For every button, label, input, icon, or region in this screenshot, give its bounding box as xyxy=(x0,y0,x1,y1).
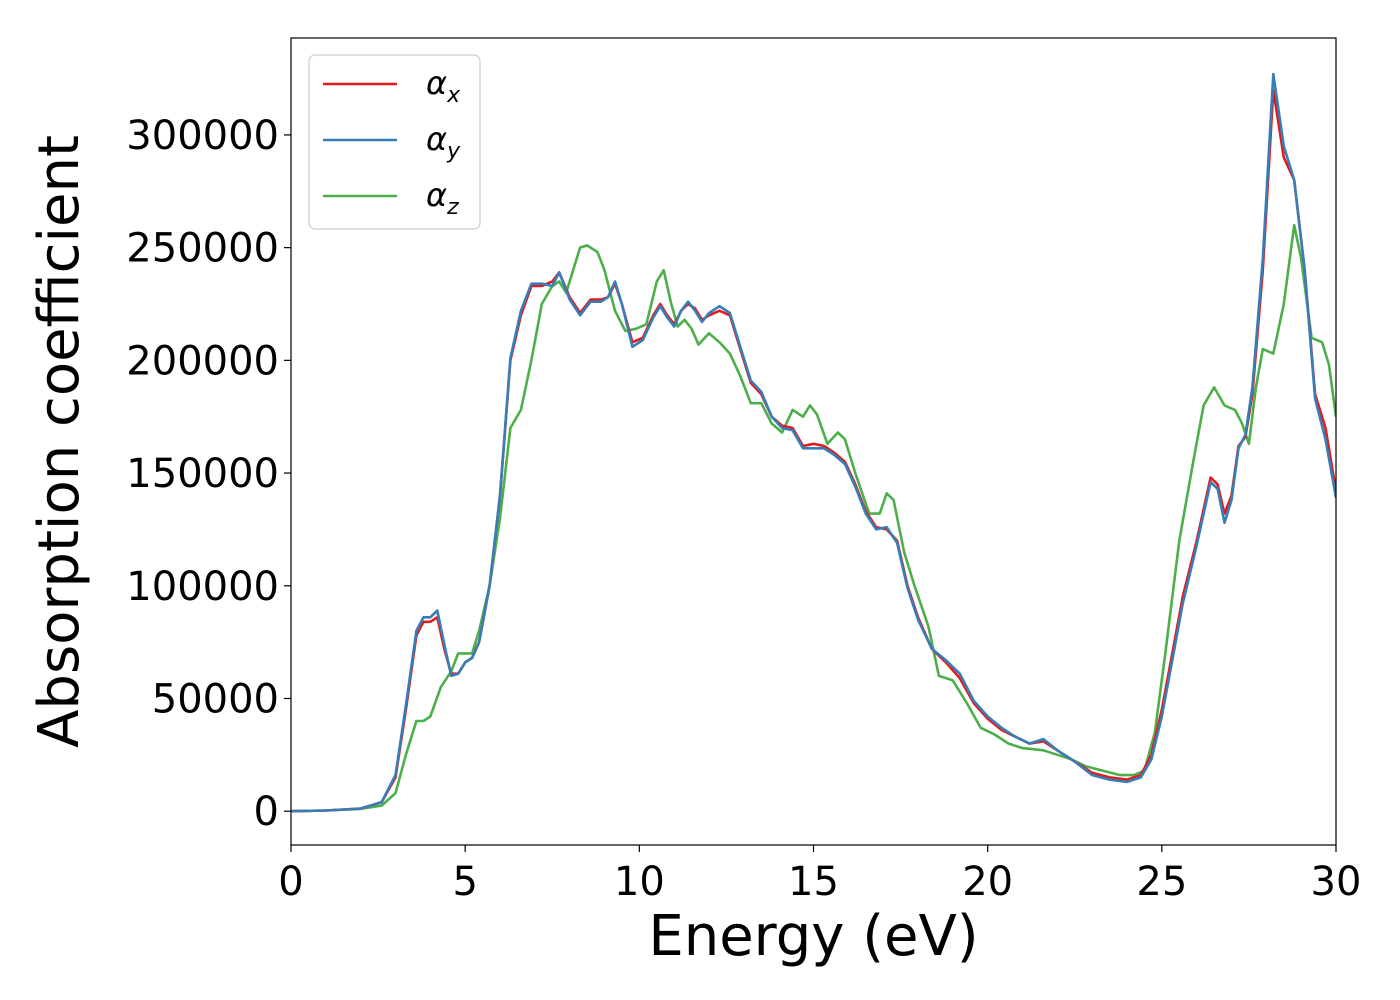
y-tick-label: 300000 xyxy=(126,113,279,159)
legend-box xyxy=(308,54,481,230)
x-tick-label: 5 xyxy=(452,859,477,905)
series-lines xyxy=(291,72,1336,813)
y-tick-label: 150000 xyxy=(126,451,279,497)
y-tick-label: 50000 xyxy=(152,676,279,722)
x-tick-label: 10 xyxy=(614,859,665,905)
y-tick-label: 0 xyxy=(254,789,279,835)
legend-label-x: αx xyxy=(426,64,461,108)
x-tick-label: 20 xyxy=(962,859,1013,905)
x-tick-label: 15 xyxy=(788,859,839,905)
series-line-z xyxy=(291,223,1336,813)
y-axis-title: Absorption coefficient xyxy=(27,135,92,748)
x-tick-label: 30 xyxy=(1311,859,1362,905)
legend-label-y: αy xyxy=(426,120,461,164)
x-axis-title: Energy (eV) xyxy=(648,904,978,969)
x-tick-label: 0 xyxy=(278,859,303,905)
y-tick-label: 200000 xyxy=(126,338,279,384)
legend-label-z: αz xyxy=(426,176,459,220)
axis-ticks: 0 5 10 15 20 25 30 0 50000 100000 150000 200000 2500… xyxy=(126,113,1361,905)
series-line-y xyxy=(291,72,1336,813)
legend: αx αy αz xyxy=(308,54,481,230)
x-tick-label: 25 xyxy=(1136,859,1187,905)
y-tick-label: 100000 xyxy=(126,564,279,610)
y-tick-label: 250000 xyxy=(126,226,279,272)
